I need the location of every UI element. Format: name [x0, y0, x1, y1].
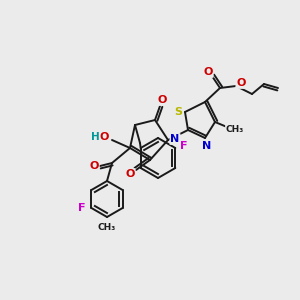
Text: H: H: [91, 132, 99, 142]
Text: O: O: [203, 67, 213, 77]
Text: F: F: [78, 203, 85, 213]
Text: O: O: [89, 161, 99, 171]
Text: O: O: [125, 169, 135, 179]
Text: F: F: [180, 141, 187, 151]
Text: O: O: [99, 132, 109, 142]
Text: O: O: [157, 95, 167, 105]
Text: N: N: [202, 141, 211, 151]
Text: CH₃: CH₃: [226, 124, 244, 134]
Text: N: N: [170, 134, 180, 144]
Text: CH₃: CH₃: [98, 223, 116, 232]
Text: O: O: [236, 78, 246, 88]
Text: S: S: [174, 107, 182, 117]
